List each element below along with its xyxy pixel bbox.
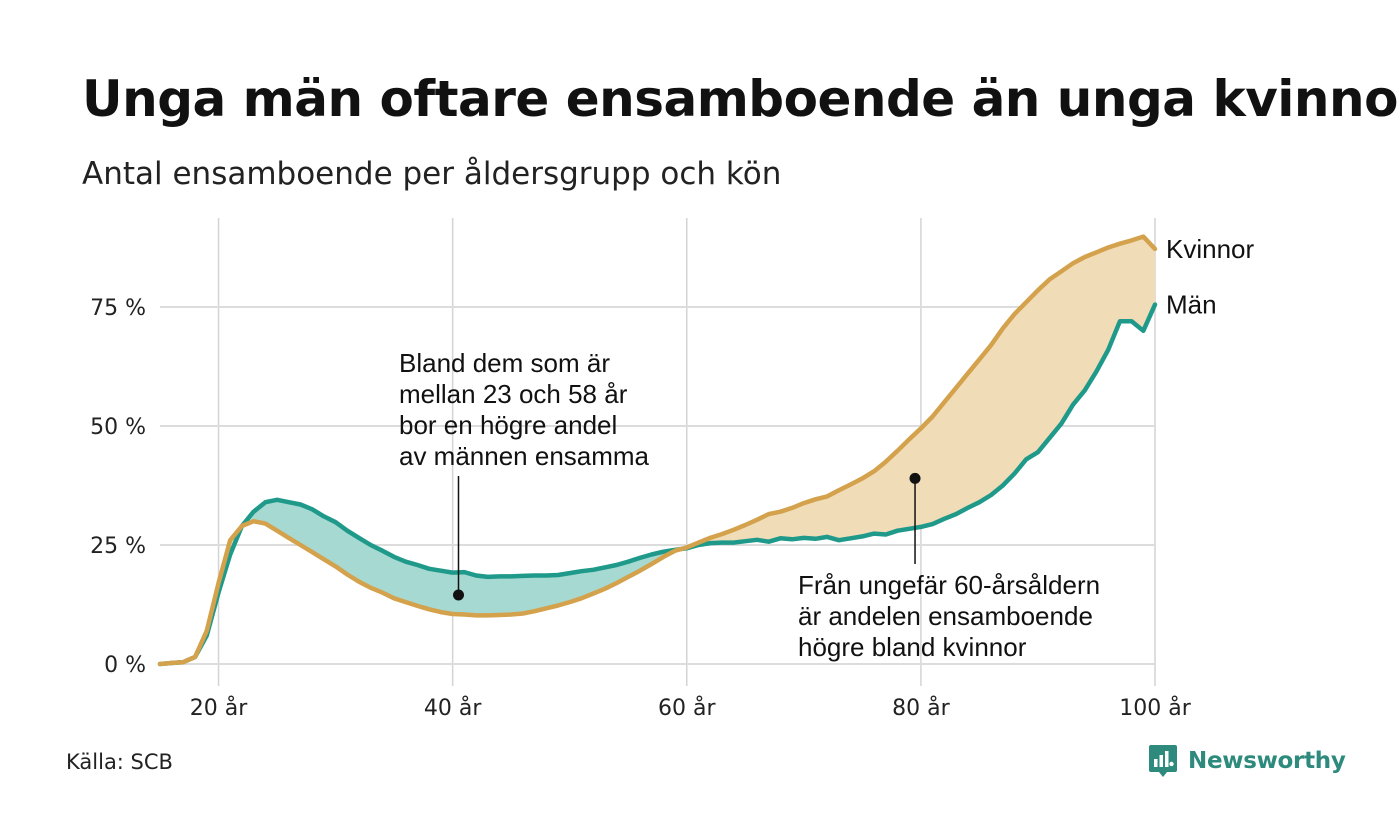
annotation-men-line: Bland dem som är xyxy=(399,348,610,378)
annotation-marker xyxy=(453,589,464,601)
y-tick-label: 75 % xyxy=(90,296,146,321)
series-label-man: Män xyxy=(1166,290,1217,320)
x-tick-label: 20 år xyxy=(190,695,248,721)
series-labels: Kvinnor Män xyxy=(1166,234,1254,320)
source-note: Källa: SCB xyxy=(66,750,173,774)
series-label-kvinnor: Kvinnor xyxy=(1166,234,1254,264)
y-tick-label: 50 % xyxy=(90,415,146,440)
newsworthy-logo-icon xyxy=(1149,745,1177,777)
area-women-higher xyxy=(160,525,242,664)
brand-logo: Newsworthy xyxy=(1148,744,1346,778)
chart-title: Unga män oftare ensamboende än unga kvin… xyxy=(82,70,1400,128)
area-men-higher xyxy=(241,499,681,616)
annotation-women-line: högre bland kvinnor xyxy=(798,632,1027,662)
difference-areas xyxy=(160,236,1155,664)
annotation-men-line: av männen ensamma xyxy=(399,441,650,471)
x-tick-label: 40 år xyxy=(424,695,482,721)
y-tick-label: 0 % xyxy=(104,653,146,678)
chart-subtitle: Antal ensamboende per åldersgrupp och kö… xyxy=(82,156,782,192)
area-women-higher xyxy=(680,236,1155,550)
x-tick-label: 60 år xyxy=(658,695,716,721)
annotation-marker xyxy=(909,472,921,484)
line-kvinnor xyxy=(157,234,1158,667)
axis-ticks: 20 år 40 år 60 år 80 år 100 år 0 % 25 % 50 % 75 … xyxy=(90,296,1192,721)
series-lines xyxy=(157,234,1158,667)
x-tick-label: 80 år xyxy=(892,695,950,721)
annotation-women-line: är andelen ensamboende xyxy=(798,601,1093,631)
x-tick-label: 100 år xyxy=(1119,695,1191,721)
annotation-women-line: Från ungefär 60-årsåldern xyxy=(798,570,1100,600)
line-man xyxy=(157,302,1158,667)
brand-name: Newsworthy xyxy=(1188,748,1346,774)
y-tick-label: 25 % xyxy=(90,534,146,559)
annotation-men-line: bor en högre andel xyxy=(399,410,617,440)
annotation-men-line: mellan 23 och 58 år xyxy=(399,379,628,409)
